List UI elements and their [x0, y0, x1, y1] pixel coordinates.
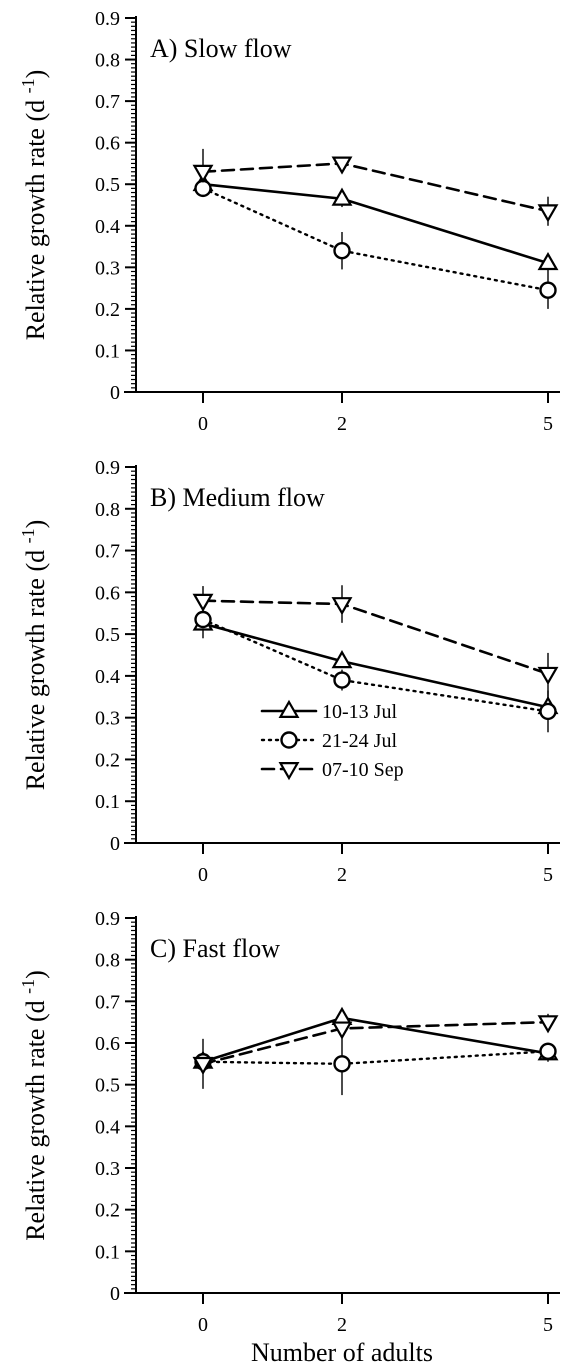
- y-tick-label: 0.5: [95, 1075, 120, 1097]
- y-tick-label: 0.3: [95, 1158, 120, 1180]
- x-tick-label: 5: [543, 413, 553, 435]
- panel-title: A) Slow flow: [150, 34, 292, 63]
- y-tick-label: 0: [110, 833, 120, 855]
- data-point-triangle-down: [537, 204, 559, 223]
- x-axis-title: Number of adults: [251, 1338, 433, 1364]
- data-point-triangle-down: [192, 1056, 214, 1076]
- y-tick-label: 0.3: [95, 257, 120, 279]
- series-line-triangle-up: [201, 182, 550, 265]
- y-axis-title: Relative growth rate (d -1): [18, 970, 50, 1241]
- data-point-triangle-down: [192, 593, 214, 612]
- legend-label: 07-10 Sep: [322, 759, 404, 781]
- y-tick-label: 0.7: [95, 91, 120, 113]
- y-tick-label: 0.8: [95, 50, 120, 72]
- data-point-circle: [333, 671, 351, 689]
- series-line-triangle-down: [201, 1020, 550, 1066]
- data-point-circle: [194, 610, 212, 629]
- y-tick-label: 0.7: [95, 991, 120, 1013]
- data-point-triangle-down: [331, 597, 353, 616]
- data-point-triangle-up: [331, 650, 353, 669]
- x-tick-label: 2: [337, 413, 347, 435]
- data-point-triangle-down: [537, 666, 559, 686]
- y-tick-label: 0.4: [95, 216, 120, 238]
- legend-marker-triangle-down: [278, 762, 300, 781]
- y-tick-label: 0: [110, 1283, 120, 1305]
- panel-title: C) Fast flow: [150, 934, 280, 963]
- y-tick-label: 0.9: [95, 908, 120, 930]
- y-tick-label: 0.4: [95, 1116, 120, 1138]
- panel-3: 0 0.1 0.2 0.3 0.4 0.5 0.6 0.7 0.8 0.9 0 2 5 C) Fast f…: [18, 908, 560, 1364]
- data-point-circle: [333, 1055, 351, 1073]
- data-point-triangle-down: [331, 1021, 353, 1040]
- data-point-triangle-down: [192, 164, 214, 183]
- y-tick-label: 0.1: [95, 340, 120, 362]
- y-tick-label: 0: [110, 382, 120, 404]
- y-tick-label: 0.8: [95, 950, 120, 972]
- data-point-circle: [333, 242, 351, 260]
- series-line-circle: [201, 1050, 550, 1066]
- y-tick-label: 0.2: [95, 299, 120, 321]
- y-tick-label: 0.1: [95, 791, 120, 813]
- y-tick-label: 0.1: [95, 1241, 120, 1263]
- data-point-circle: [194, 179, 212, 198]
- y-tick-label: 0.3: [95, 708, 120, 730]
- y-tick-label: 0.9: [95, 457, 120, 479]
- data-point-triangle-up: [537, 251, 559, 271]
- y-tick-label: 0.6: [95, 133, 120, 155]
- data-point-triangle-down: [537, 1015, 559, 1034]
- x-tick-label: 2: [337, 1314, 347, 1336]
- y-tick-label: 0.6: [95, 1033, 120, 1055]
- y-tick-label: 0.9: [95, 8, 120, 30]
- x-tick-label: 5: [543, 864, 553, 886]
- y-axis-title: Relative growth rate (d -1): [18, 520, 50, 791]
- y-tick-label: 0.7: [95, 541, 120, 563]
- legend-label: 10-13 Jul: [322, 701, 397, 723]
- legend-marker-triangle-up: [278, 699, 300, 718]
- panel-title: B) Medium flow: [150, 483, 325, 512]
- y-tick-label: 0.5: [95, 174, 120, 196]
- legend: 10-13 Jul 21-24 Jul 07-10 Sep: [260, 699, 404, 781]
- x-tick-label: 5: [543, 1314, 553, 1336]
- y-tick-label: 0.2: [95, 749, 120, 771]
- data-point-circle: [539, 281, 557, 299]
- legend-label: 21-24 Jul: [322, 730, 397, 752]
- series-line-circle: [201, 187, 550, 292]
- x-tick-label: 0: [198, 413, 208, 435]
- panel-1: 0 0.1 0.2 0.3 0.4 0.5 0.6 0.7 0.8 0.9 0 2 5 A) Slow f…: [18, 8, 560, 435]
- y-tick-label: 0.8: [95, 499, 120, 521]
- legend-marker-circle: [280, 731, 298, 749]
- series-line-triangle-down: [201, 162, 550, 213]
- series-line-circle: [201, 618, 550, 713]
- data-point-triangle-down: [331, 156, 353, 175]
- data-point-triangle-up: [331, 187, 353, 206]
- data-point-circle: [539, 1042, 557, 1061]
- y-axis-title: Relative growth rate (d -1): [18, 70, 50, 341]
- series-line-triangle-up: [201, 622, 550, 709]
- y-tick-label: 0.6: [95, 582, 120, 604]
- y-tick-label: 0.5: [95, 624, 120, 646]
- x-tick-label: 0: [198, 864, 208, 886]
- x-tick-label: 2: [337, 864, 347, 886]
- data-point-circle: [539, 702, 557, 721]
- y-tick-label: 0.4: [95, 666, 120, 688]
- x-tick-label: 0: [198, 1314, 208, 1336]
- panel-2: 0 0.1 0.2 0.3 0.4 0.5 0.6 0.7 0.8 0.9 0 2 5 B) Medium…: [18, 457, 560, 886]
- y-tick-label: 0.2: [95, 1200, 120, 1222]
